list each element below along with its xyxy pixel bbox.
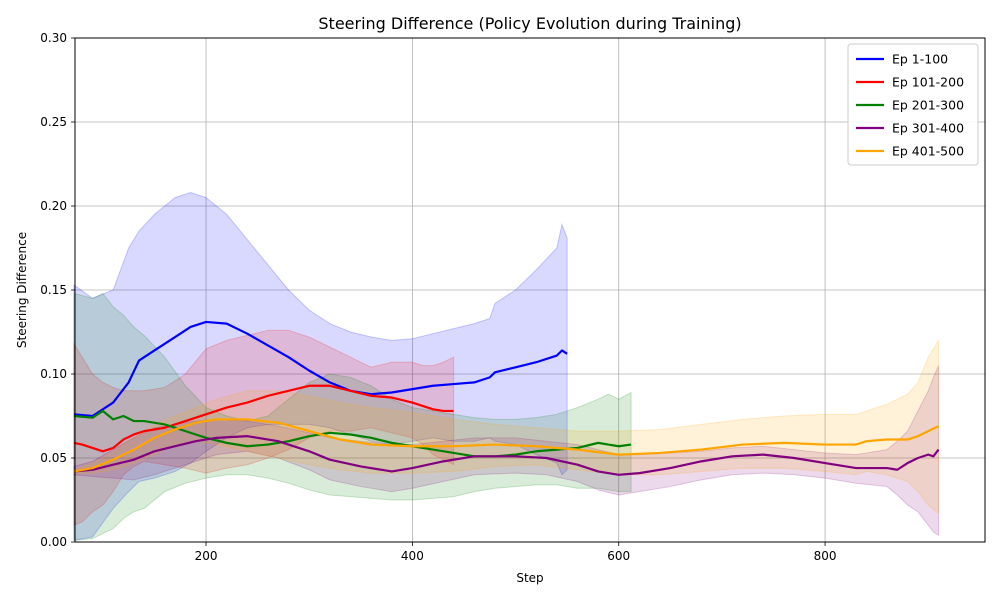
x-tick-label-0: 200 bbox=[195, 549, 218, 563]
line-series-3 bbox=[73, 435, 940, 476]
y-tick-label-6: 0.30 bbox=[40, 31, 67, 45]
x-tick-label-1: 400 bbox=[401, 549, 424, 563]
legend: Ep 1-100 Ep 101-200 Ep 201-300 Ep 301-400 Ep… bbox=[847, 43, 979, 166]
y-axis-ticks: 0.00 0.05 0.10 0.15 0.20 0.25 0.30 bbox=[40, 31, 75, 549]
y-tick-label-3: 0.15 bbox=[40, 283, 67, 297]
y-tick-label-4: 0.20 bbox=[40, 199, 67, 213]
x-tick-label-2: 600 bbox=[607, 549, 630, 563]
y-tick-label-5: 0.25 bbox=[40, 115, 67, 129]
line-series-0 bbox=[73, 320, 568, 418]
line-series-2 bbox=[73, 409, 632, 458]
y-tick-label-2: 0.10 bbox=[40, 367, 67, 381]
y-tick-label-1: 0.05 bbox=[40, 451, 67, 465]
series-lines bbox=[73, 320, 940, 476]
x-axis-label: Step bbox=[516, 571, 543, 585]
legend-box bbox=[847, 43, 979, 166]
x-axis-ticks: 200 400 600 800 bbox=[195, 542, 837, 563]
band-series-1 bbox=[73, 329, 455, 526]
line-series-1 bbox=[73, 384, 454, 453]
legend-label-4: Ep 401-500 bbox=[892, 144, 964, 159]
confidence-bands bbox=[73, 192, 940, 541]
legend-label-2: Ep 201-300 bbox=[892, 98, 964, 113]
y-axis-label: Steering Difference bbox=[15, 232, 29, 348]
legend-label-3: Ep 301-400 bbox=[892, 121, 964, 136]
band-series-4 bbox=[73, 338, 940, 515]
line-series-4 bbox=[73, 418, 940, 473]
chart-title: Steering Difference (Policy Evolution du… bbox=[318, 14, 741, 33]
legend-label-1: Ep 101-200 bbox=[892, 75, 964, 90]
x-tick-label-3: 800 bbox=[814, 549, 837, 563]
legend-label-0: Ep 1-100 bbox=[892, 52, 948, 67]
y-tick-label-0: 0.00 bbox=[40, 535, 67, 549]
band-series-3 bbox=[73, 365, 940, 537]
